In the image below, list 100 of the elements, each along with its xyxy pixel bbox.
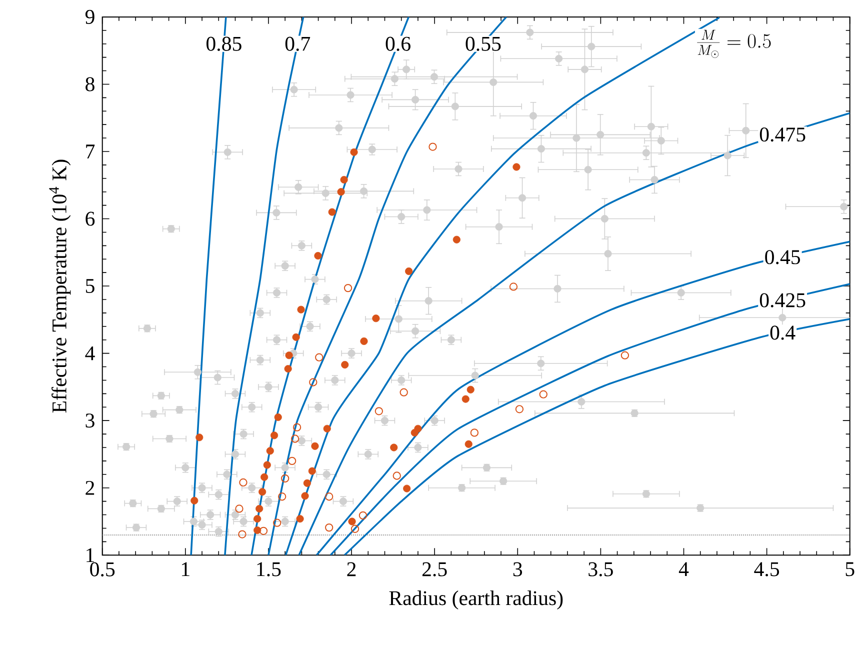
point [303, 479, 311, 488]
point [414, 424, 422, 433]
y-tick-label: 3 [86, 414, 94, 428]
point [400, 388, 408, 397]
point [374, 407, 384, 416]
y-tick-label: 7 [86, 144, 95, 158]
point [325, 492, 334, 501]
point [515, 405, 524, 414]
y-tick-label: 2 [86, 481, 94, 495]
series-label: $\frac{M}{M_\odot} = 0.5$ [697, 30, 771, 58]
point [350, 524, 360, 534]
point [315, 353, 324, 362]
line-series [344, 318, 850, 556]
point [392, 472, 401, 480]
point [348, 518, 356, 526]
point [372, 314, 380, 322]
y-tick-label: 4 [85, 346, 95, 360]
y-tick-label: 9 [85, 10, 94, 24]
point [235, 504, 244, 513]
series-label: 0.7 [285, 36, 310, 52]
point [290, 434, 300, 443]
point [301, 492, 309, 500]
point [309, 378, 318, 386]
point [278, 492, 286, 501]
line-series [316, 240, 850, 556]
x-tick-label: 2 [347, 562, 356, 576]
point [292, 423, 302, 432]
point [358, 511, 368, 520]
point [280, 474, 290, 483]
point [190, 496, 198, 505]
point [464, 440, 472, 448]
point [360, 338, 368, 346]
x-tick-label: 0.5 [90, 562, 115, 577]
point [539, 390, 548, 399]
x-axis-title: Radius (earth radius) [389, 590, 563, 610]
point [239, 478, 248, 487]
series-label: 0.45 [765, 250, 800, 264]
point [284, 365, 292, 373]
point [466, 386, 474, 394]
point [337, 188, 345, 196]
point [314, 252, 322, 260]
point [256, 505, 264, 513]
point [254, 526, 262, 534]
point [254, 515, 262, 523]
point [470, 428, 479, 437]
y-axis-title: Effective Temperature (10$^{4}$ K) [49, 160, 71, 413]
x-tick-label: 1 [182, 562, 190, 576]
point [323, 424, 331, 433]
point [308, 467, 316, 475]
point [274, 414, 282, 422]
point [509, 282, 518, 291]
point [344, 284, 352, 292]
point [340, 176, 348, 184]
x-tick-label: 3 [513, 562, 522, 576]
x-tick-label: 4.5 [754, 562, 780, 576]
y-tick-label: 5 [86, 279, 94, 294]
point [328, 208, 336, 216]
point [311, 442, 319, 450]
point [270, 432, 278, 440]
point [258, 488, 266, 496]
point [288, 456, 296, 466]
point [512, 163, 520, 171]
series-label: 0.85 [206, 36, 242, 52]
point [452, 236, 460, 244]
point [292, 333, 300, 342]
point [405, 268, 413, 276]
point [266, 447, 274, 455]
point [403, 484, 411, 492]
series-label: 0.4 [770, 326, 796, 340]
point [260, 473, 268, 481]
point [238, 530, 246, 538]
point [296, 515, 304, 523]
point [428, 142, 437, 151]
series-label: 0.55 [466, 36, 501, 52]
point [462, 395, 470, 403]
series-label: 0.475 [760, 128, 806, 142]
series-label: 0.425 [760, 293, 806, 308]
x-tick-label: 5 [846, 562, 854, 576]
x-tick-label: 4 [678, 562, 689, 576]
x-tick-label: 2.5 [422, 562, 447, 576]
point [341, 361, 349, 369]
line-series [330, 283, 850, 556]
y-tick-label: 8 [86, 77, 94, 92]
point [196, 434, 204, 442]
series-label: 0.6 [386, 36, 410, 52]
point [263, 461, 271, 469]
point [259, 526, 268, 536]
line-series [268, 17, 508, 556]
point [620, 351, 630, 360]
line-series [298, 112, 850, 556]
x-tick-label: 3.5 [588, 562, 613, 576]
point [350, 148, 358, 156]
x-tick-label: 1.5 [257, 562, 281, 576]
point [297, 306, 305, 314]
point [325, 524, 334, 532]
y-tick-label: 6 [86, 212, 95, 226]
point [273, 518, 282, 528]
y-tick-label: 1 [86, 548, 94, 562]
line-series [250, 17, 410, 556]
point [390, 444, 398, 452]
